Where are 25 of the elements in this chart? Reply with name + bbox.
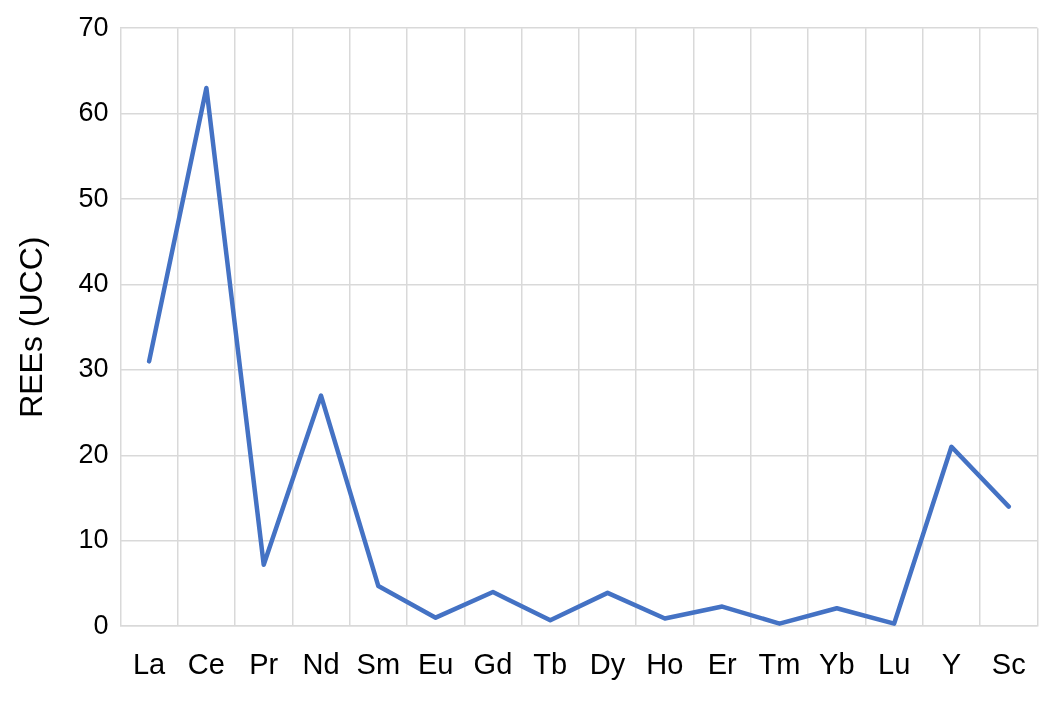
x-tick-label: Dy (589, 647, 626, 680)
y-tick-label: 10 (78, 524, 109, 555)
y-axis-title: REEs (UCC) (13, 236, 50, 418)
x-tick-label: Lu (878, 647, 911, 680)
y-tick-label: 70 (78, 11, 109, 42)
y-tick-label: 30 (78, 353, 109, 384)
y-tick-label: 20 (78, 438, 109, 469)
x-tick-label: Tb (533, 647, 568, 680)
x-tick-label: La (132, 647, 167, 680)
x-tick-label: Yb (819, 647, 855, 680)
y-tick-label: 40 (78, 267, 109, 298)
x-tick-label: Ce (187, 647, 225, 680)
x-tick-label: Tm (758, 647, 801, 680)
y-tick-label: 0 (93, 609, 109, 640)
x-tick-label: Pr (249, 647, 279, 680)
y-tick-label: 50 (78, 182, 109, 213)
x-tick-label: Gd (473, 647, 513, 680)
x-tick-label: Er (707, 647, 738, 680)
x-tick-label: Nd (302, 647, 340, 680)
x-tick-label: Sm (356, 647, 401, 680)
y-tick-label: 60 (78, 97, 109, 128)
x-tick-label: Y (941, 647, 962, 680)
x-tick-label: Eu (417, 647, 454, 680)
x-tick-label: Ho (646, 647, 684, 680)
x-tick-label: Sc (991, 647, 1026, 680)
